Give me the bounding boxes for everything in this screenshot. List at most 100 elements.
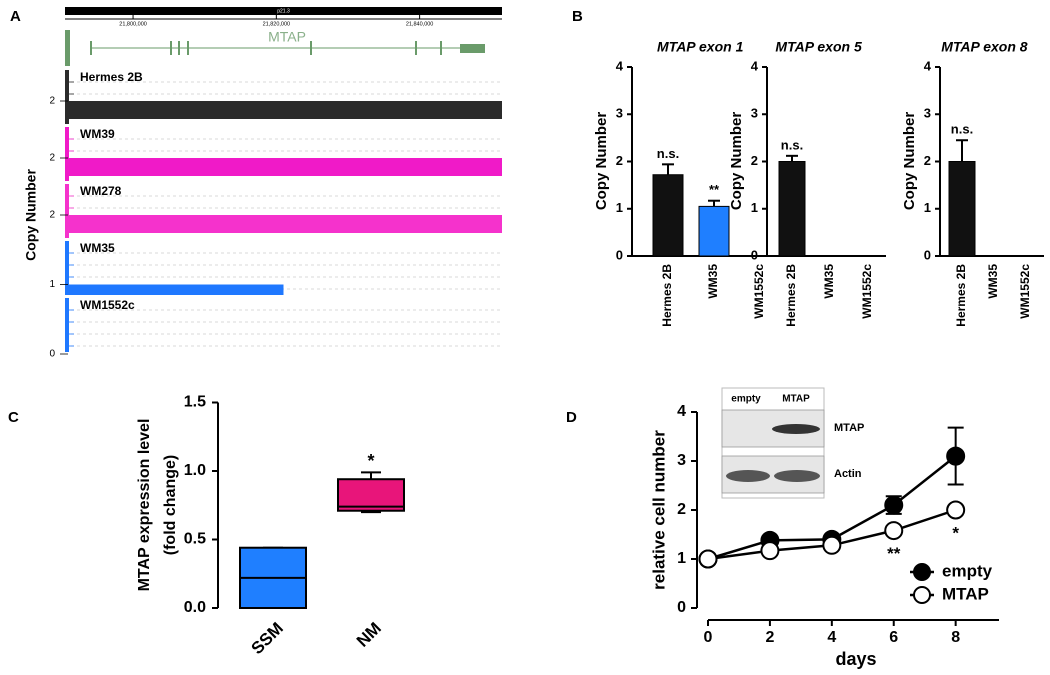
x-tick-label: WM1552c [1018, 264, 1032, 319]
significance-label: ** [887, 544, 901, 563]
track-tick-label: 2 [49, 153, 55, 164]
panel-label: C [8, 409, 19, 426]
legend-marker [913, 586, 931, 604]
y-tick-label: 0.0 [184, 599, 206, 616]
x-tick-label: WM35 [986, 264, 1000, 299]
significance-label: n.s. [657, 146, 679, 161]
ruler-tick-label: 21,840,000 [406, 21, 434, 27]
point [822, 535, 842, 555]
point [946, 446, 966, 466]
y-tick-label: 2 [751, 153, 758, 168]
band-label: p21.3 [277, 8, 290, 14]
gene-exon [170, 41, 172, 55]
track-strip [65, 70, 69, 124]
track-strip [65, 298, 69, 352]
point [946, 500, 966, 520]
x-tick-label: 4 [827, 629, 836, 646]
bar [948, 161, 976, 257]
point [698, 549, 718, 569]
y-axis-label: Copy Number [901, 112, 918, 211]
y-tick-label: 2 [924, 153, 931, 168]
bar [778, 161, 806, 257]
gene-exon [415, 41, 417, 55]
y-tick-label: 2 [616, 153, 623, 168]
bar [652, 174, 684, 257]
track-name: WM35 [80, 241, 115, 255]
track-tick-label: 2 [49, 210, 55, 221]
inset-column-label: MTAP [782, 394, 810, 405]
track-tick-label: 0 [49, 349, 55, 360]
x-tick-label: 8 [951, 629, 960, 646]
track-strip [65, 127, 69, 181]
gene-exon [310, 41, 312, 55]
x-tick-label: Hermes 2B [784, 264, 798, 327]
x-tick-label: Hermes 2B [954, 264, 968, 327]
gene-exon [90, 41, 92, 55]
significance-label: * [367, 451, 374, 471]
x-tick-label: 2 [765, 629, 774, 646]
panel-label: D [566, 409, 577, 426]
legend-marker [913, 563, 931, 581]
y-tick-label: 0 [677, 599, 686, 616]
copy-segment [68, 158, 502, 176]
gene-exon [440, 41, 442, 55]
point [884, 521, 904, 541]
copy-segment [68, 284, 284, 295]
y-tick-label: 0 [924, 247, 931, 262]
y-axis-label: relative cell number [649, 430, 668, 590]
x-tick-label: WM35 [706, 264, 720, 299]
chromosome-band [65, 7, 502, 15]
track-name: WM1552c [80, 298, 135, 312]
significance-label: * [952, 523, 959, 542]
y-axis-label: Copy Number [593, 112, 610, 211]
y-axis-label: Copy Number [728, 112, 745, 211]
y-tick-label: 0.5 [184, 531, 206, 548]
chart-title: MTAP exon 8 [941, 39, 1028, 55]
ruler-tick-label: 21,820,000 [263, 21, 291, 27]
panel-label: A [10, 8, 21, 25]
ruler-tick-label: 21,800,000 [119, 21, 147, 27]
copy-segment [68, 215, 502, 233]
y-axis-label: Copy Number [23, 169, 39, 261]
y-tick-label: 1.5 [184, 394, 206, 411]
track-name: WM39 [80, 127, 115, 141]
copy-segment [68, 101, 502, 119]
y-tick-label: 4 [924, 58, 932, 73]
y-tick-label: 3 [677, 452, 686, 469]
y-tick-label: 0 [616, 247, 623, 262]
track-name: WM278 [80, 184, 122, 198]
x-tick-label: Hermes 2B [660, 264, 674, 327]
blot-band [772, 424, 820, 434]
gene-label: MTAP [268, 29, 306, 45]
track-strip [65, 241, 69, 295]
y-tick-label: 0 [751, 247, 758, 262]
x-tick-label: 0 [704, 629, 713, 646]
gene-exon [460, 44, 485, 53]
y-axis-label: (fold change) [162, 455, 179, 555]
x-tick-label: WM1552c [860, 264, 874, 319]
track-tick-label: 2 [49, 96, 55, 107]
legend-label: empty [942, 561, 993, 580]
y-tick-label: 1 [751, 200, 758, 215]
x-axis-label: days [835, 649, 876, 669]
bar [698, 205, 730, 257]
gene-track-strip [65, 30, 70, 66]
y-tick-label: 3 [924, 106, 931, 121]
y-tick-label: 1.0 [184, 462, 206, 479]
y-tick-label: 2 [677, 501, 686, 518]
y-tick-label: 4 [677, 403, 686, 420]
track-strip [65, 184, 69, 238]
significance-label: n.s. [951, 122, 973, 137]
y-tick-label: 1 [616, 200, 623, 215]
chart-title: MTAP exon 5 [775, 39, 862, 55]
x-tick-label: 6 [889, 629, 898, 646]
x-tick-label: WM35 [822, 264, 836, 299]
track-name: Hermes 2B [80, 70, 143, 84]
gene-exon [187, 41, 189, 55]
inset-row-label: MTAP [834, 422, 864, 434]
y-tick-label: 4 [751, 58, 759, 73]
inset-row-label: Actin [834, 468, 862, 480]
point [760, 541, 780, 561]
